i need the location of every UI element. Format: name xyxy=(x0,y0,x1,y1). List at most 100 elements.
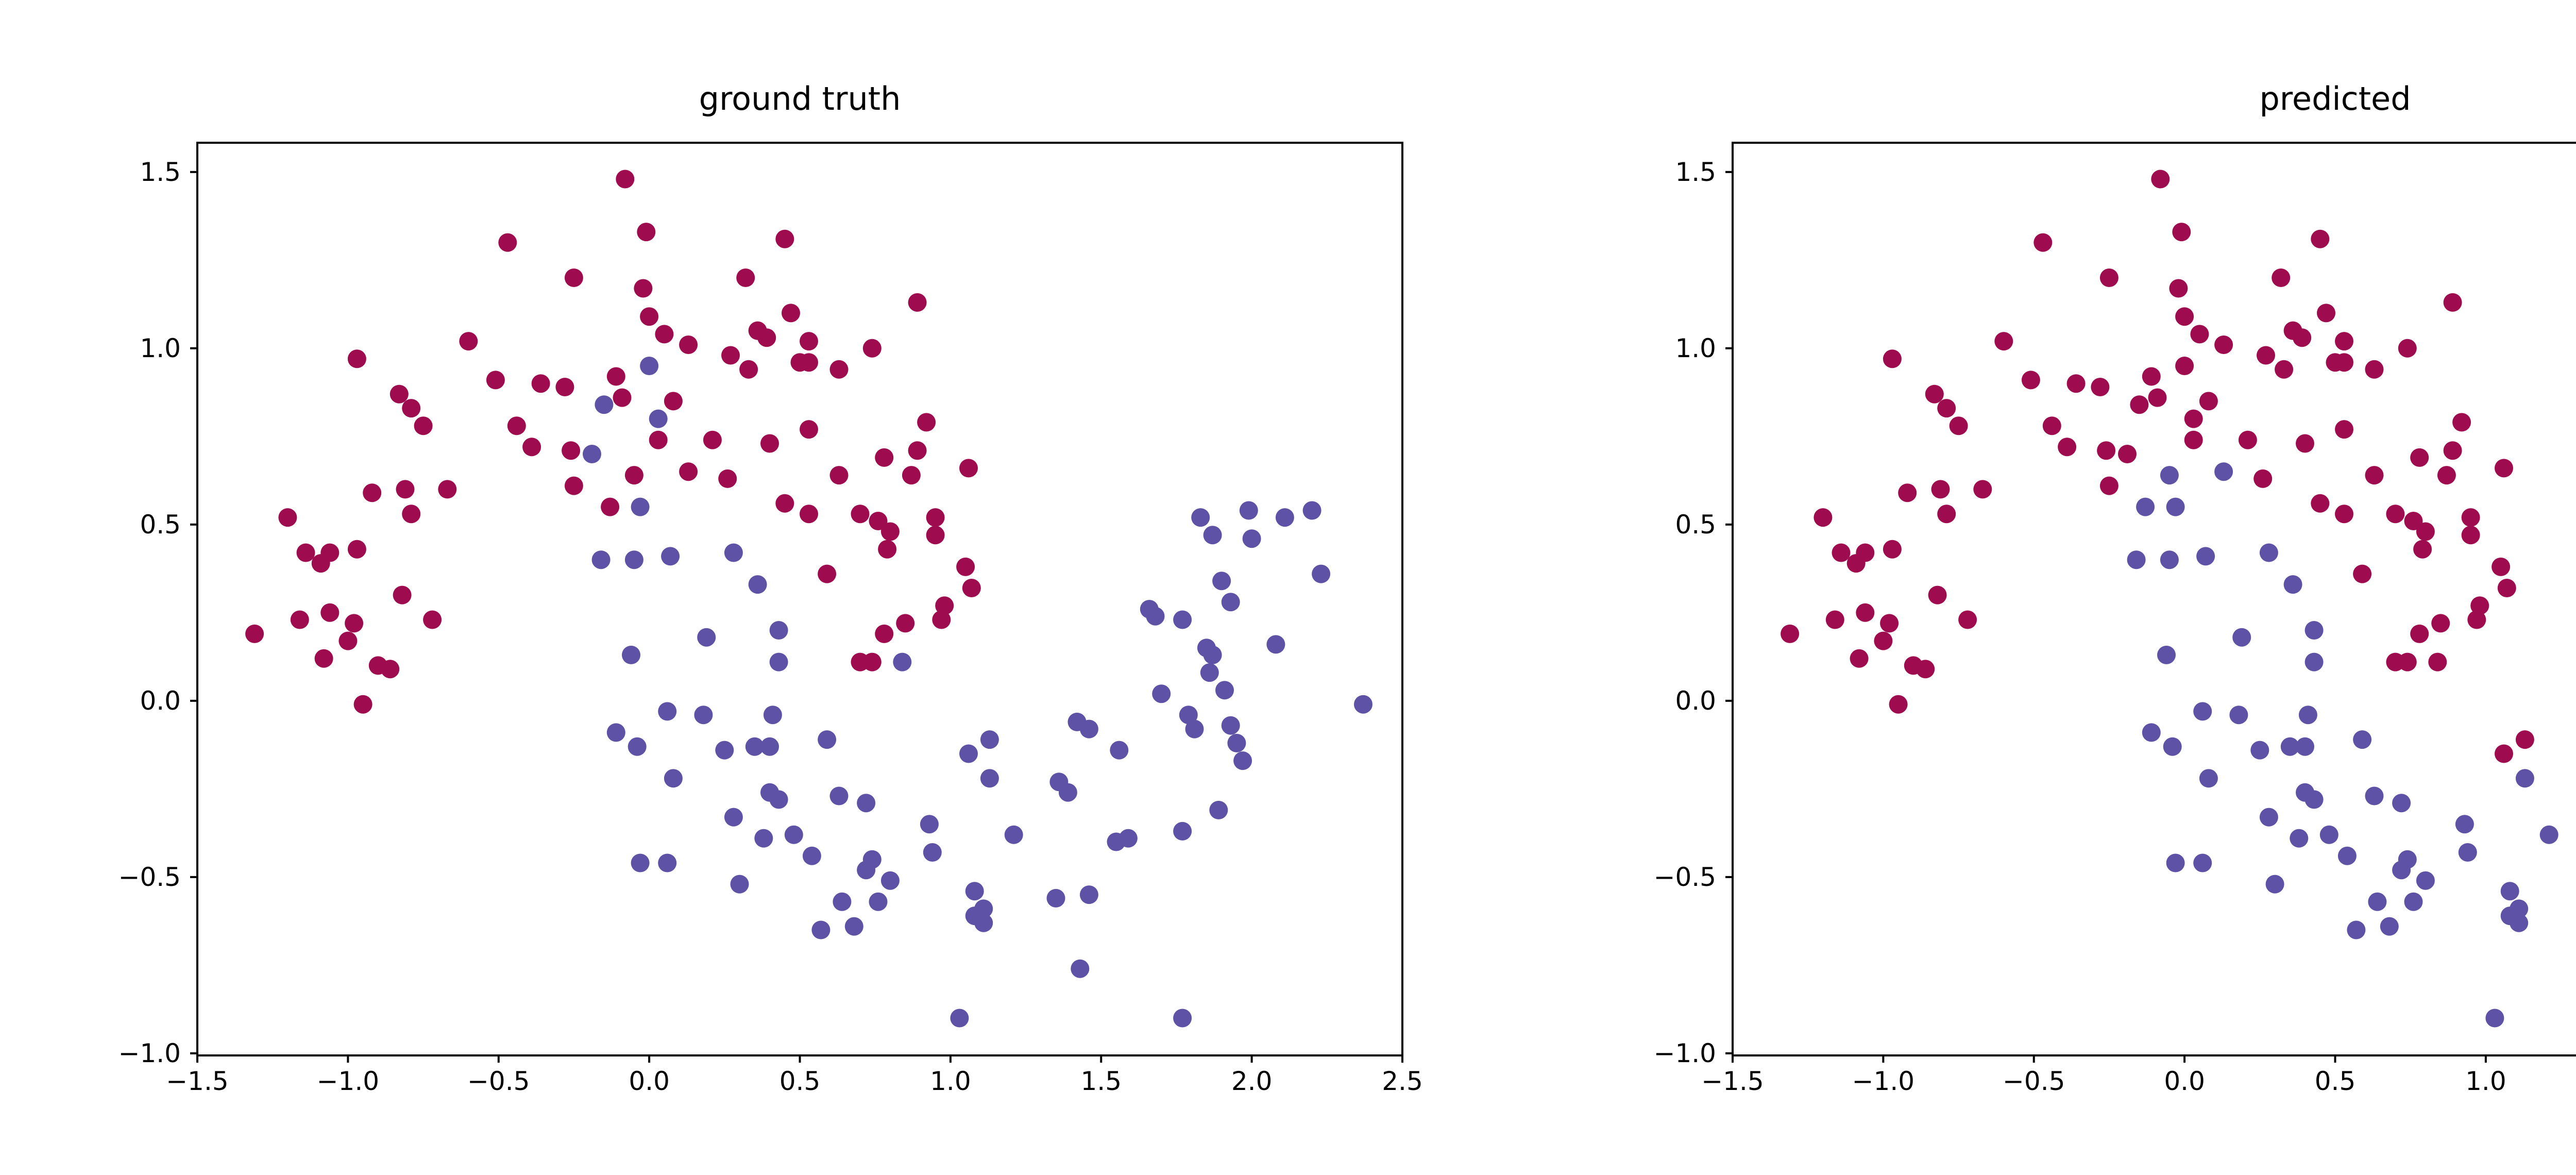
data-point-class-0-crimson xyxy=(296,543,315,562)
data-point-class-0-crimson xyxy=(875,448,894,467)
data-point-class-1-slate-purple xyxy=(1173,610,1192,629)
data-point-class-0-crimson xyxy=(1856,603,1875,622)
data-point-class-0-crimson xyxy=(2398,339,2417,358)
data-point-class-0-crimson xyxy=(2492,557,2511,576)
data-point-class-0-crimson xyxy=(2461,526,2480,545)
data-point-class-1-slate-purple xyxy=(2298,706,2317,725)
data-point-class-0-crimson xyxy=(2495,459,2513,478)
data-point-class-0-crimson xyxy=(396,480,415,499)
data-point-class-1-slate-purple xyxy=(640,357,659,375)
data-point-class-0-crimson xyxy=(381,660,400,679)
data-point-class-1-slate-purple xyxy=(2232,628,2251,647)
data-point-class-0-crimson xyxy=(664,392,683,411)
y-tick-label: −0.5 xyxy=(1654,862,1716,892)
data-point-class-1-slate-purple xyxy=(880,871,900,890)
data-point-class-1-slate-purple xyxy=(2127,550,2146,569)
data-point-class-1-slate-purple xyxy=(1173,1009,1192,1028)
data-point-class-1-slate-purple xyxy=(2259,808,2278,827)
data-point-class-1-slate-purple xyxy=(2193,702,2212,721)
data-point-class-1-slate-purple xyxy=(1079,719,1098,738)
data-point-class-0-crimson xyxy=(345,614,364,633)
data-point-class-0-crimson xyxy=(2335,332,2353,351)
data-point-class-1-slate-purple xyxy=(965,882,984,901)
data-point-class-1-slate-purple xyxy=(628,737,647,756)
data-point-class-1-slate-purple xyxy=(2193,853,2212,872)
data-point-class-0-crimson xyxy=(1949,416,1968,435)
data-point-class-0-crimson xyxy=(402,399,421,418)
data-point-class-1-slate-purple xyxy=(2515,769,2534,788)
data-point-class-1-slate-purple xyxy=(2353,730,2372,749)
data-point-class-0-crimson xyxy=(2175,357,2194,375)
data-point-class-0-crimson xyxy=(926,526,945,545)
data-point-class-0-crimson xyxy=(389,384,409,404)
data-point-class-0-crimson xyxy=(718,469,737,488)
data-point-class-0-crimson xyxy=(2416,522,2435,541)
data-point-class-1-slate-purple xyxy=(784,825,803,844)
data-point-class-0-crimson xyxy=(347,540,366,559)
data-point-class-0-crimson xyxy=(2365,466,2384,485)
data-point-class-0-crimson xyxy=(869,512,888,530)
data-point-class-1-slate-purple xyxy=(2160,550,2179,569)
data-point-class-1-slate-purple xyxy=(2304,652,2324,672)
data-point-class-1-slate-purple xyxy=(1046,888,1065,908)
data-point-class-1-slate-purple xyxy=(2229,706,2248,725)
data-point-class-1-slate-purple xyxy=(1266,635,1285,654)
x-tick-label: −1.5 xyxy=(166,1066,228,1096)
data-point-class-1-slate-purple xyxy=(2166,497,2185,516)
data-point-class-0-crimson xyxy=(935,596,954,615)
x-tick-label: −0.5 xyxy=(467,1066,530,1096)
x-tick-label: −1.0 xyxy=(1852,1066,1914,1096)
data-point-class-1-slate-purple xyxy=(649,409,668,428)
data-point-class-0-crimson xyxy=(1814,508,1833,527)
data-point-class-0-crimson xyxy=(800,353,818,372)
data-point-class-1-slate-purple xyxy=(1173,821,1192,841)
data-point-class-0-crimson xyxy=(1925,384,1944,404)
data-point-class-0-crimson xyxy=(829,360,849,379)
data-point-class-1-slate-purple xyxy=(769,790,788,809)
data-point-class-1-slate-purple xyxy=(606,723,625,742)
data-point-class-0-crimson xyxy=(2410,624,2429,643)
y-tick-label: 0.0 xyxy=(140,686,181,716)
data-point-class-0-crimson xyxy=(562,441,581,460)
data-point-class-1-slate-purple xyxy=(2166,853,2185,872)
y-tick-label: −1.0 xyxy=(118,1038,181,1068)
data-point-class-0-crimson xyxy=(347,349,366,368)
data-point-class-1-slate-purple xyxy=(2250,741,2269,760)
data-point-class-0-crimson xyxy=(2515,730,2534,749)
data-point-class-0-crimson xyxy=(878,540,897,559)
data-point-class-0-crimson xyxy=(2190,325,2209,344)
data-point-class-0-crimson xyxy=(2257,346,2275,365)
data-point-class-1-slate-purple xyxy=(1215,681,1234,700)
data-point-class-1-slate-purple xyxy=(1233,751,1252,770)
data-point-class-1-slate-purple xyxy=(2392,794,2411,813)
data-point-class-0-crimson xyxy=(314,649,333,668)
data-point-class-0-crimson xyxy=(2311,229,2330,248)
data-point-class-1-slate-purple xyxy=(595,395,614,414)
data-point-class-1-slate-purple xyxy=(802,846,821,865)
data-point-class-1-slate-purple xyxy=(2290,829,2309,848)
data-point-class-1-slate-purple xyxy=(2458,843,2477,862)
data-point-class-1-slate-purple xyxy=(980,730,999,749)
data-point-class-0-crimson xyxy=(1880,614,1899,633)
data-point-class-1-slate-purple xyxy=(844,917,863,936)
data-point-class-0-crimson xyxy=(818,564,837,583)
x-tick-label: 0.5 xyxy=(2315,1066,2356,1096)
data-point-class-1-slate-purple xyxy=(2196,547,2215,566)
data-point-class-0-crimson xyxy=(2099,268,2119,287)
data-point-class-0-crimson xyxy=(1898,483,1917,502)
data-point-class-0-crimson xyxy=(393,585,412,605)
axes-predicted: −1.5−1.0−0.50.00.51.01.52.02.5−1.0−0.50.… xyxy=(1654,142,2576,1096)
data-point-class-0-crimson xyxy=(800,332,818,351)
data-point-class-0-crimson xyxy=(402,505,421,524)
data-point-class-1-slate-purple xyxy=(2259,543,2278,562)
data-point-class-1-slate-purple xyxy=(622,645,640,664)
x-tick-label: 2.5 xyxy=(1382,1066,1423,1096)
data-point-class-1-slate-purple xyxy=(920,815,939,834)
data-point-class-1-slate-purple xyxy=(1200,663,1219,682)
data-point-class-1-slate-purple xyxy=(769,652,788,672)
data-point-class-0-crimson xyxy=(721,346,740,365)
y-tick-label: 0.5 xyxy=(140,510,181,540)
data-point-class-0-crimson xyxy=(2253,469,2273,488)
axes-ground-truth: −1.5 −1.0 −0.5 0.0 0.5 1.0 1.5 2.0 2.5−1.0−0.50.… xyxy=(118,142,1423,1096)
